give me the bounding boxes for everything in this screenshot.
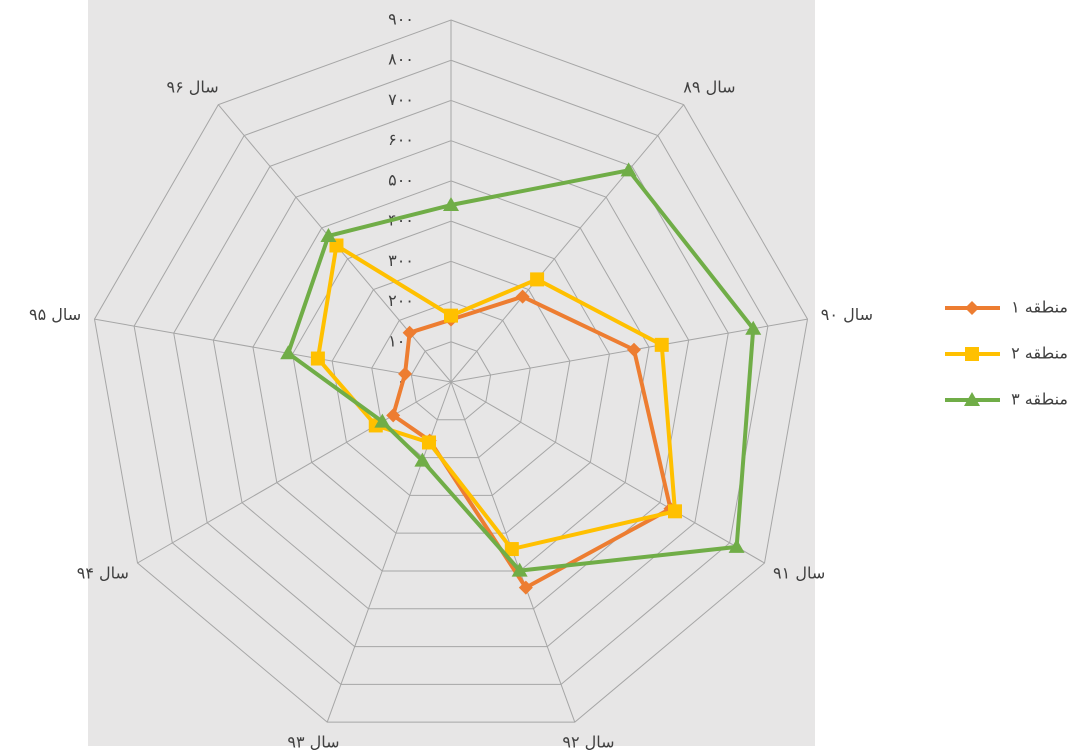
data-point [515, 289, 530, 304]
data-point [443, 197, 459, 212]
category-label: سال ۹۳ [287, 732, 339, 751]
legend-label: منطقه ۳ [1011, 390, 1068, 409]
series-line [315, 242, 678, 552]
legend-label: منطقه ۲ [1011, 344, 1068, 363]
category-label: سال ۹۴ [77, 564, 129, 583]
r-tick-label: ۳۰۰ [388, 251, 414, 270]
spoke [94, 318, 452, 383]
data-point [402, 325, 417, 340]
series-line [390, 294, 673, 591]
data-point [620, 162, 637, 177]
category-label: سال ۹۵ [29, 305, 81, 324]
category-label: سال ۹۱ [773, 564, 825, 583]
series-line [285, 168, 756, 573]
spoke [450, 381, 765, 564]
data-point [320, 227, 337, 242]
data-point [745, 320, 762, 335]
data-point [654, 337, 669, 352]
grid-ring [212, 140, 690, 610]
data-point [329, 238, 344, 253]
grid-ring [252, 180, 650, 572]
data-point [398, 366, 413, 381]
r-tick-label: ۵۰۰ [388, 170, 414, 189]
grid-ring [371, 301, 531, 459]
grid-ring [93, 19, 809, 723]
data-point [728, 538, 745, 553]
data-point [444, 308, 458, 323]
category-label: سال ۹۰ [821, 305, 873, 324]
data-point [374, 413, 391, 428]
data-point [518, 580, 533, 595]
data-point [504, 542, 519, 557]
grid-ring [133, 59, 769, 685]
data-point [310, 351, 325, 366]
r-tick-label: ۸۰۰ [388, 50, 414, 69]
data-point [511, 562, 528, 577]
category-label: سال ۹۶ [167, 77, 219, 96]
data-point [386, 408, 401, 423]
legend-label: منطقه ۱ [1011, 298, 1068, 317]
data-point [530, 272, 545, 287]
grid-ring [410, 341, 492, 421]
r-tick-label: ۲۰۰ [388, 291, 414, 310]
r-tick-label: ۷۰۰ [388, 90, 414, 109]
r-tick-label: ۶۰۰ [388, 130, 414, 149]
legend-marker [965, 347, 979, 361]
data-point [421, 435, 436, 450]
category-label: سال ۸۹ [683, 77, 735, 96]
grid-ring [173, 99, 729, 648]
data-point [667, 504, 682, 519]
spoke [450, 104, 685, 383]
data-point [280, 345, 297, 360]
category-label: سال ۹۲ [562, 732, 614, 751]
r-tick-label: ۹۰۰ [388, 10, 414, 29]
spoke [137, 381, 452, 564]
grid-ring [292, 220, 610, 534]
data-point [414, 452, 431, 467]
legend-marker [964, 392, 980, 406]
legend-marker [965, 301, 979, 315]
data-point [627, 342, 642, 357]
